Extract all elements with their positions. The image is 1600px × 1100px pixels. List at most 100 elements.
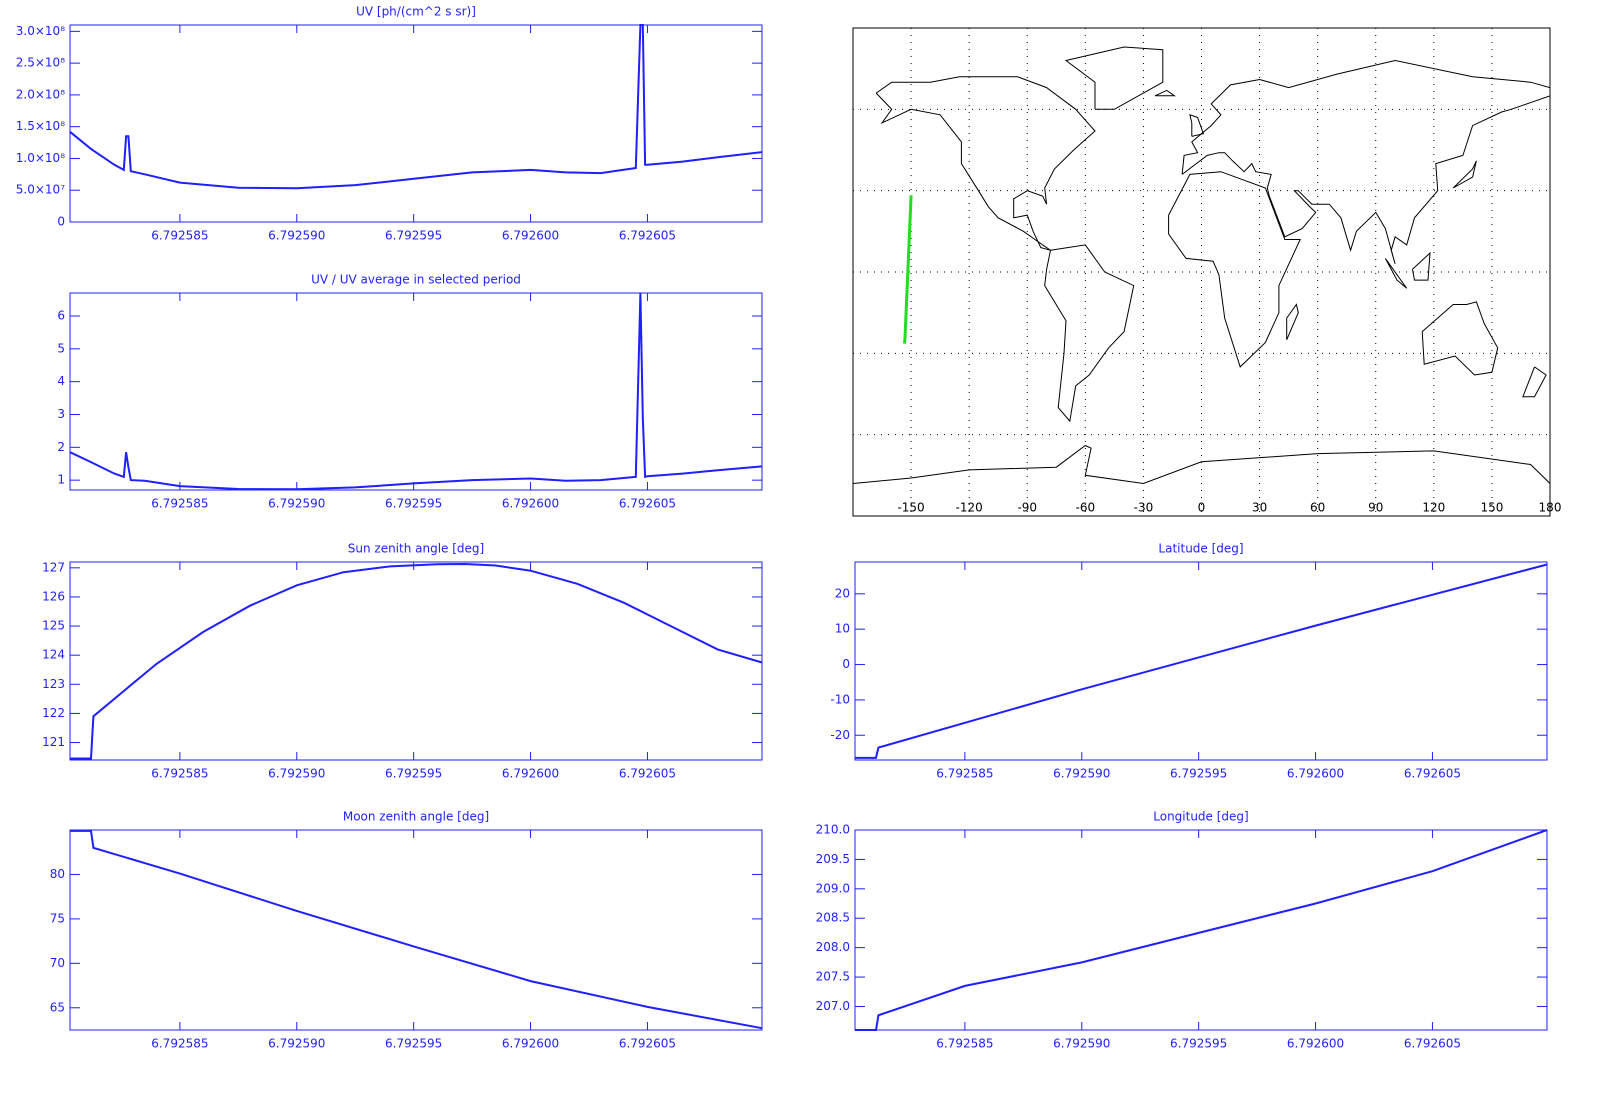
y-tick-label: 20 <box>835 586 850 600</box>
panel-title: Moon zenith angle [deg] <box>343 810 489 824</box>
y-tick-label: 124 <box>42 648 65 662</box>
x-tick-label: 6.792600 <box>1287 767 1344 781</box>
panel-title: Longitude [deg] <box>1153 810 1248 824</box>
y-tick-label: 1.0×10⁸ <box>16 151 65 165</box>
y-tick-label: 6 <box>57 308 65 322</box>
x-tick-label: 6.792590 <box>1053 1037 1110 1051</box>
y-tick-label: 122 <box>42 706 65 720</box>
x-tick-label: 6.792585 <box>936 1037 993 1051</box>
data-line <box>855 829 1548 1031</box>
y-tick-label: 75 <box>50 911 65 925</box>
coastline <box>1064 46 1164 110</box>
coastline <box>853 444 1550 485</box>
data-line <box>70 562 763 760</box>
x-tick-label: 6.792600 <box>1287 1037 1344 1051</box>
y-tick-label: 1.5×10⁸ <box>16 119 65 133</box>
plot-frame <box>69 292 763 491</box>
x-tick-label: 30 <box>1252 501 1267 515</box>
x-tick-label: -120 <box>956 501 983 515</box>
x-tick-label: 6.792595 <box>385 1037 442 1051</box>
panel-title: UV / UV average in selected period <box>311 273 521 287</box>
y-tick-label: 0 <box>842 657 850 671</box>
plot-frame <box>854 829 1548 1031</box>
y-tick-label: 4 <box>57 374 65 388</box>
x-tick-label: 6.792590 <box>268 1037 325 1051</box>
y-tick-label: 3 <box>57 407 65 421</box>
plot-frame <box>854 561 1548 761</box>
coastline <box>1181 59 1550 265</box>
y-tick-label: 208.5 <box>816 911 850 925</box>
x-tick-label: 6.792595 <box>385 229 442 243</box>
y-tick-label: 125 <box>42 619 65 633</box>
x-tick-label: 6.792585 <box>151 1037 208 1051</box>
coastline <box>1154 89 1176 97</box>
y-tick-label: 65 <box>50 1000 65 1014</box>
y-tick-label: 127 <box>42 560 65 574</box>
x-tick-label: 6.792595 <box>1170 1037 1227 1051</box>
x-tick-label: 6.792585 <box>151 229 208 243</box>
data-line <box>855 563 1548 759</box>
y-tick-label: 209.0 <box>816 881 850 895</box>
x-tick-label: 6.792605 <box>619 767 676 781</box>
plot-frame <box>69 829 763 1031</box>
line-panel: Sun zenith angle [deg] 6.792585 6.792590 6.… <box>42 542 763 781</box>
x-tick-label: 6.792590 <box>268 229 325 243</box>
y-tick-label: 1 <box>57 473 65 487</box>
data-line <box>70 829 763 1030</box>
coastline <box>1189 114 1205 137</box>
y-tick-label: 207.5 <box>816 970 850 984</box>
coastline <box>875 76 1096 251</box>
panel-title: Sun zenith angle [deg] <box>348 542 484 556</box>
line-panel: UV / UV average in selected period 6.7925… <box>57 273 763 511</box>
x-tick-label: 6.792595 <box>385 767 442 781</box>
y-tick-label: 209.5 <box>816 852 850 866</box>
x-tick-label: -60 <box>1076 501 1096 515</box>
x-tick-label: 6.792585 <box>936 767 993 781</box>
panel-title: UV [ph/(cm^2 s sr)] <box>356 5 476 19</box>
y-tick-label: 0 <box>57 215 65 229</box>
y-tick-label: 2.0×10⁸ <box>16 87 65 101</box>
y-tick-label: 10 <box>835 622 850 636</box>
y-tick-label: 70 <box>50 956 65 970</box>
data-line <box>69 292 763 491</box>
x-tick-label: 6.792585 <box>151 767 208 781</box>
x-tick-label: -90 <box>1017 501 1037 515</box>
x-tick-label: 90 <box>1368 501 1383 515</box>
coastline <box>1168 171 1301 368</box>
x-tick-label: -150 <box>897 501 924 515</box>
coastline <box>1044 244 1135 423</box>
ground-track <box>903 195 913 344</box>
y-tick-label: 5.0×10⁷ <box>16 183 65 197</box>
y-tick-label: -10 <box>830 692 850 706</box>
x-tick-label: 6.792605 <box>1404 767 1461 781</box>
y-tick-label: 80 <box>50 867 65 881</box>
y-tick-label: -20 <box>830 728 850 742</box>
x-tick-label: 6.792600 <box>502 497 559 511</box>
x-tick-label: 0 <box>1198 501 1206 515</box>
x-tick-label: 6.792605 <box>619 497 676 511</box>
y-tick-label: 207.0 <box>816 999 850 1013</box>
coastlines <box>853 46 1550 485</box>
line-panel: UV [ph/(cm^2 s sr)] 6.792585 6.792590 6.792… <box>16 5 763 243</box>
y-tick-label: 2.5×10⁸ <box>16 56 65 70</box>
y-tick-label: 2 <box>57 440 65 454</box>
data-line <box>69 24 763 190</box>
x-tick-label: 6.792585 <box>151 497 208 511</box>
x-tick-label: 60 <box>1310 501 1325 515</box>
x-tick-label: 6.792590 <box>268 497 325 511</box>
coastline <box>1286 303 1299 340</box>
map-frame <box>852 27 1551 517</box>
coastline <box>1412 251 1431 281</box>
coastline <box>1522 366 1547 398</box>
x-tick-label: 6.792605 <box>1404 1037 1461 1051</box>
x-tick-label: 6.792595 <box>1170 767 1227 781</box>
map-panel: -150 -120 -90 -60 -30 0 30 60 90 120 150 180 <box>852 27 1561 517</box>
y-tick-label: 121 <box>42 735 65 749</box>
x-tick-label: 6.792590 <box>1053 767 1110 781</box>
panel-title: Latitude [deg] <box>1158 542 1243 556</box>
y-tick-label: 210.0 <box>816 823 850 837</box>
x-tick-label: 6.792600 <box>502 229 559 243</box>
coastline <box>1384 258 1408 289</box>
